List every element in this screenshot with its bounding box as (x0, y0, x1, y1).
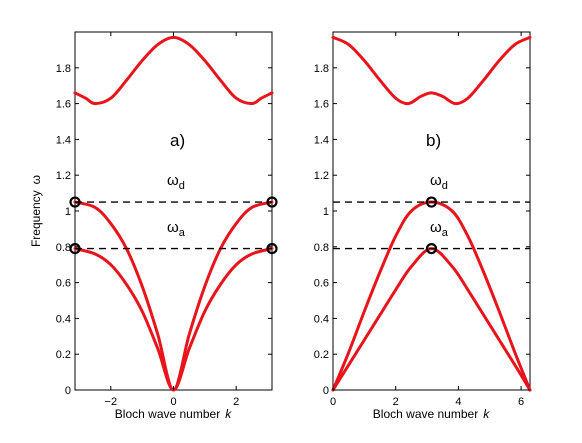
markers-a (69, 196, 278, 255)
omega-d-label-b: ωd (430, 172, 448, 192)
y-tick-label: 0.4 (56, 313, 71, 325)
band-edge-marker (266, 196, 278, 208)
y-tick-label: 1 (323, 206, 329, 218)
y-tick-label: 1.4 (56, 134, 71, 146)
x-tick-label: −2 (105, 396, 118, 408)
band-edge-marker (266, 242, 278, 255)
x-tick-label: 4 (455, 396, 461, 408)
y-tick-label: 1.8 (56, 63, 71, 75)
y-tick-label: 0.6 (314, 278, 329, 290)
y-tick-label: 0.8 (56, 242, 71, 254)
band-edge-marker (69, 242, 81, 255)
x-tick-label: 2 (393, 396, 399, 408)
x-tick-label: 0 (170, 396, 176, 408)
y-tick-label: 1.6 (56, 99, 71, 111)
band-edge-marker (425, 196, 438, 208)
y-tick-label: 0.4 (314, 313, 329, 325)
y-axis-ticks-b: 0 0.2 0.4 0.6 0.8 1 1.2 1.4 1.6 1.8 (314, 63, 530, 397)
panel-a: 0 0.2 0.4 0.6 0.8 1 1.2 1.4 1.6 1.8 −2 0 2 a) ωd ωa… (29, 31, 278, 421)
y-tick-label: 1 (65, 206, 71, 218)
x-axis-label-a: Bloch wave number k (115, 407, 232, 421)
x-tick-label: 6 (518, 396, 524, 408)
panel-label-a: a) (170, 131, 185, 150)
y-tick-label: 0.8 (314, 242, 329, 254)
reference-lines-b (333, 201, 530, 250)
markers-b (425, 196, 438, 255)
x-axis-ticks-b: 0 2 4 6 (330, 32, 524, 408)
band-edge-marker (425, 242, 438, 255)
y-tick-label: 0 (323, 385, 329, 397)
y-tick-label: 1.2 (314, 170, 329, 182)
panel-b: 0 0.2 0.4 0.6 0.8 1 1.2 1.4 1.6 1.8 0 2 4 6 b) ωd ωa… (314, 31, 532, 421)
y-tick-label: 0.6 (56, 278, 71, 290)
panel-label-b: b) (426, 131, 441, 150)
omega-a-label-b: ωa (430, 219, 449, 239)
y-tick-label: 1.8 (314, 63, 329, 75)
x-axis-label-b: Bloch wave number k (373, 407, 490, 421)
band-edge-marker (69, 196, 81, 208)
band-optical-high-line (73, 35, 274, 106)
band-optical-high-line (331, 35, 532, 106)
x-axis-ticks-a: −2 0 2 (105, 32, 239, 408)
y-tick-label: 1.6 (314, 99, 329, 111)
y-tick-label: 1.2 (56, 170, 71, 182)
y-tick-label: 1.4 (314, 134, 329, 146)
y-tick-label: 0.2 (56, 349, 71, 361)
y-tick-label: 0 (65, 385, 71, 397)
y-axis-label: Frequencyω (29, 175, 43, 247)
y-tick-label: 0.2 (314, 349, 329, 361)
reference-lines-a (75, 201, 272, 250)
x-tick-label: 0 (330, 396, 336, 408)
y-axis-ticks-a: 0 0.2 0.4 0.6 0.8 1 1.2 1.4 1.6 1.8 (56, 63, 272, 397)
omega-a-label-a: ωa (167, 219, 186, 239)
omega-d-label-a: ωd (167, 172, 185, 192)
x-tick-label: 2 (233, 396, 239, 408)
